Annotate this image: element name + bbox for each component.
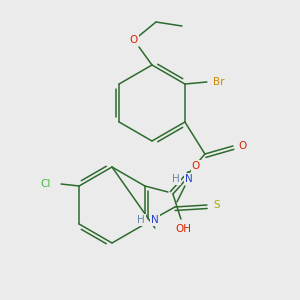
Text: Br: Br — [213, 77, 225, 87]
Text: O: O — [192, 161, 200, 171]
Text: H: H — [137, 215, 145, 225]
Text: O: O — [130, 35, 138, 45]
Text: N: N — [151, 215, 159, 225]
Text: Cl: Cl — [40, 179, 50, 189]
Text: O: O — [239, 141, 247, 151]
Text: S: S — [214, 200, 220, 210]
Text: H: H — [172, 174, 180, 184]
Text: OH: OH — [175, 224, 191, 234]
Text: N: N — [185, 174, 193, 184]
